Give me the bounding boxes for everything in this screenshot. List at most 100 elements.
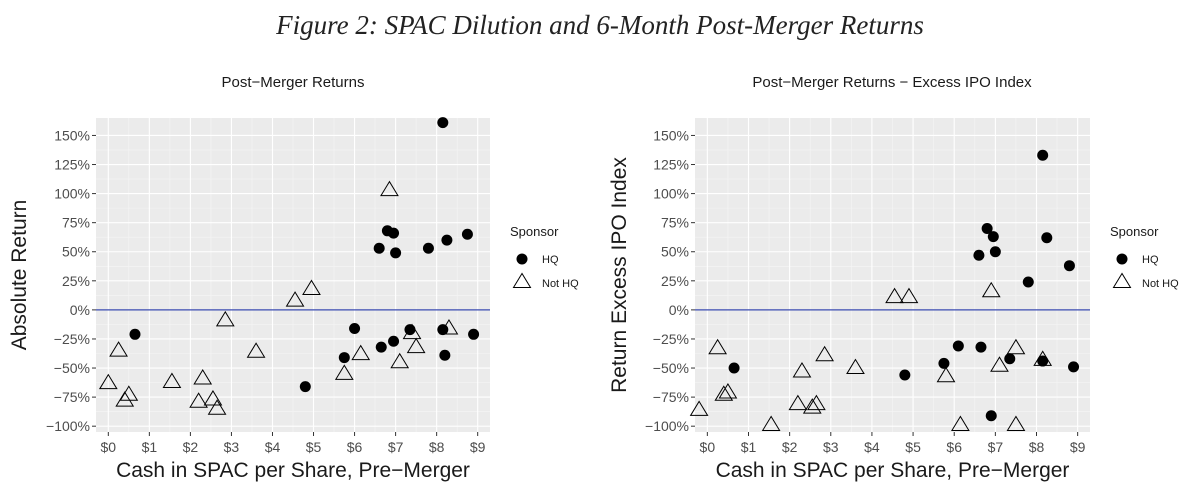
legend-not-hq-marker xyxy=(1112,272,1132,289)
x-tick-label: $1 xyxy=(741,439,757,455)
hq-point xyxy=(439,349,451,361)
x-tick-label: $5 xyxy=(306,439,322,455)
y-tick-label: −75% xyxy=(653,389,689,405)
y-tick-label: −25% xyxy=(54,331,90,347)
y-tick-label: 100% xyxy=(54,186,90,202)
not-hq-point xyxy=(351,344,371,361)
y-tick-label: 50% xyxy=(62,244,90,260)
hq-point xyxy=(938,357,950,369)
not-hq-point xyxy=(951,415,970,432)
hq-point xyxy=(338,352,350,364)
not-hq-point xyxy=(936,366,956,383)
y-tick-label: 150% xyxy=(653,127,689,143)
x-tick-label: $7 xyxy=(988,439,1004,455)
figure-title: Figure 2: SPAC Dilution and 6-Month Post… xyxy=(276,10,924,40)
not-hq-point xyxy=(885,287,904,304)
y-tick-label: 75% xyxy=(661,215,689,231)
hq-point xyxy=(390,247,402,259)
not-hq-point xyxy=(990,356,1009,372)
y-tick-label: 0% xyxy=(70,302,90,318)
y-tick-label: 25% xyxy=(62,273,90,289)
y-tick-label: −50% xyxy=(54,360,90,376)
not-hq-point xyxy=(899,287,919,304)
hq-point xyxy=(1068,361,1080,373)
not-hq-point xyxy=(162,372,182,389)
legend-title: Sponsor xyxy=(510,224,559,239)
not-hq-point xyxy=(98,373,118,390)
legend: Sponsor HQ Not HQ xyxy=(510,224,579,290)
hq-point xyxy=(981,222,993,234)
y-tick-label: 0% xyxy=(669,302,689,318)
hq-point xyxy=(987,231,999,243)
legend-not-hq-label: Not HQ xyxy=(1142,278,1179,290)
chart-excess-returns: 150% 125% 100% 75% 50% 25% 0% −25% −50% −75% −100%… xyxy=(608,74,1179,482)
hq-point xyxy=(388,227,400,239)
chart-absolute-returns: 150% 125% 100% 75% 50% 25% 0% −25% −50% −75% −100%… xyxy=(8,74,579,482)
not-hq-point xyxy=(802,398,822,414)
x-axis-label: Cash in SPAC per Share, Pre−Merger xyxy=(716,459,1070,482)
not-hq-point xyxy=(193,369,213,385)
not-hq-point xyxy=(846,358,865,375)
hq-point xyxy=(975,341,987,353)
not-hq-point xyxy=(189,392,208,408)
y-tick-label: −50% xyxy=(653,360,689,376)
not-hq-point xyxy=(406,337,426,354)
y-tick-label: 150% xyxy=(54,127,90,143)
not-hq-point xyxy=(708,338,728,355)
legend-hq-label: HQ xyxy=(1142,254,1159,266)
x-tick-label: $2 xyxy=(782,439,798,455)
x-tick-label: $9 xyxy=(470,439,486,455)
x-tick-label: $2 xyxy=(183,439,199,455)
not-hq-point xyxy=(109,341,128,357)
hq-point xyxy=(952,340,964,352)
x-tick-label: $0 xyxy=(700,439,716,455)
not-hq-point xyxy=(1006,338,1026,355)
legend-hq-marker xyxy=(1116,253,1128,265)
hq-point xyxy=(422,242,434,254)
charts-container: 150% 125% 100% 75% 50% 25% 0% −25% −50% −75% −100%… xyxy=(8,74,1179,482)
x-tick-label: $7 xyxy=(388,439,404,455)
y-axis-label: Absolute Return xyxy=(8,200,31,351)
hq-point xyxy=(989,246,1001,258)
x-tick-label: $3 xyxy=(224,439,240,455)
y-tick-label: −100% xyxy=(46,418,90,434)
not-hq-point xyxy=(806,394,826,411)
x-tick-label: $8 xyxy=(429,439,445,455)
y-axis-label: Return Excess IPO Index xyxy=(608,157,631,393)
not-hq-point xyxy=(402,323,422,340)
not-hq-point xyxy=(1006,415,1026,432)
hq-point xyxy=(437,117,449,129)
hq-point xyxy=(728,362,740,374)
x-tick-label: $1 xyxy=(142,439,158,455)
chart-title: Post−Merger Returns − Excess IPO Index xyxy=(752,74,1032,91)
hq-point xyxy=(129,328,141,340)
x-tick-label: $6 xyxy=(946,439,962,455)
y-tick-label: 125% xyxy=(54,157,90,173)
x-tick-label: $3 xyxy=(823,439,839,455)
hq-point xyxy=(468,328,480,340)
not-hq-point xyxy=(788,394,808,411)
not-hq-point xyxy=(390,352,410,369)
x-tick-label: $9 xyxy=(1070,439,1086,455)
x-tick-label: $8 xyxy=(1029,439,1045,455)
hq-point xyxy=(1063,260,1075,272)
hq-point xyxy=(985,410,997,422)
not-hq-point xyxy=(761,415,781,432)
legend-title: Sponsor xyxy=(1110,224,1159,239)
hq-point xyxy=(299,381,311,393)
y-tick-label: −25% xyxy=(653,331,689,347)
x-tick-label: $0 xyxy=(101,439,117,455)
y-tick-label: −100% xyxy=(645,418,689,434)
chart-title: Post−Merger Returns xyxy=(222,74,365,91)
x-tick-label: $5 xyxy=(905,439,921,455)
hq-point xyxy=(375,341,387,353)
legend-hq-marker xyxy=(516,253,528,265)
not-hq-point xyxy=(714,385,734,401)
legend-hq-label: HQ xyxy=(542,254,559,266)
not-hq-point xyxy=(302,279,321,295)
hq-point xyxy=(349,322,361,334)
not-hq-point xyxy=(439,319,459,335)
hq-point xyxy=(1037,355,1049,367)
not-hq-point xyxy=(815,345,834,362)
not-hq-point xyxy=(246,342,266,358)
